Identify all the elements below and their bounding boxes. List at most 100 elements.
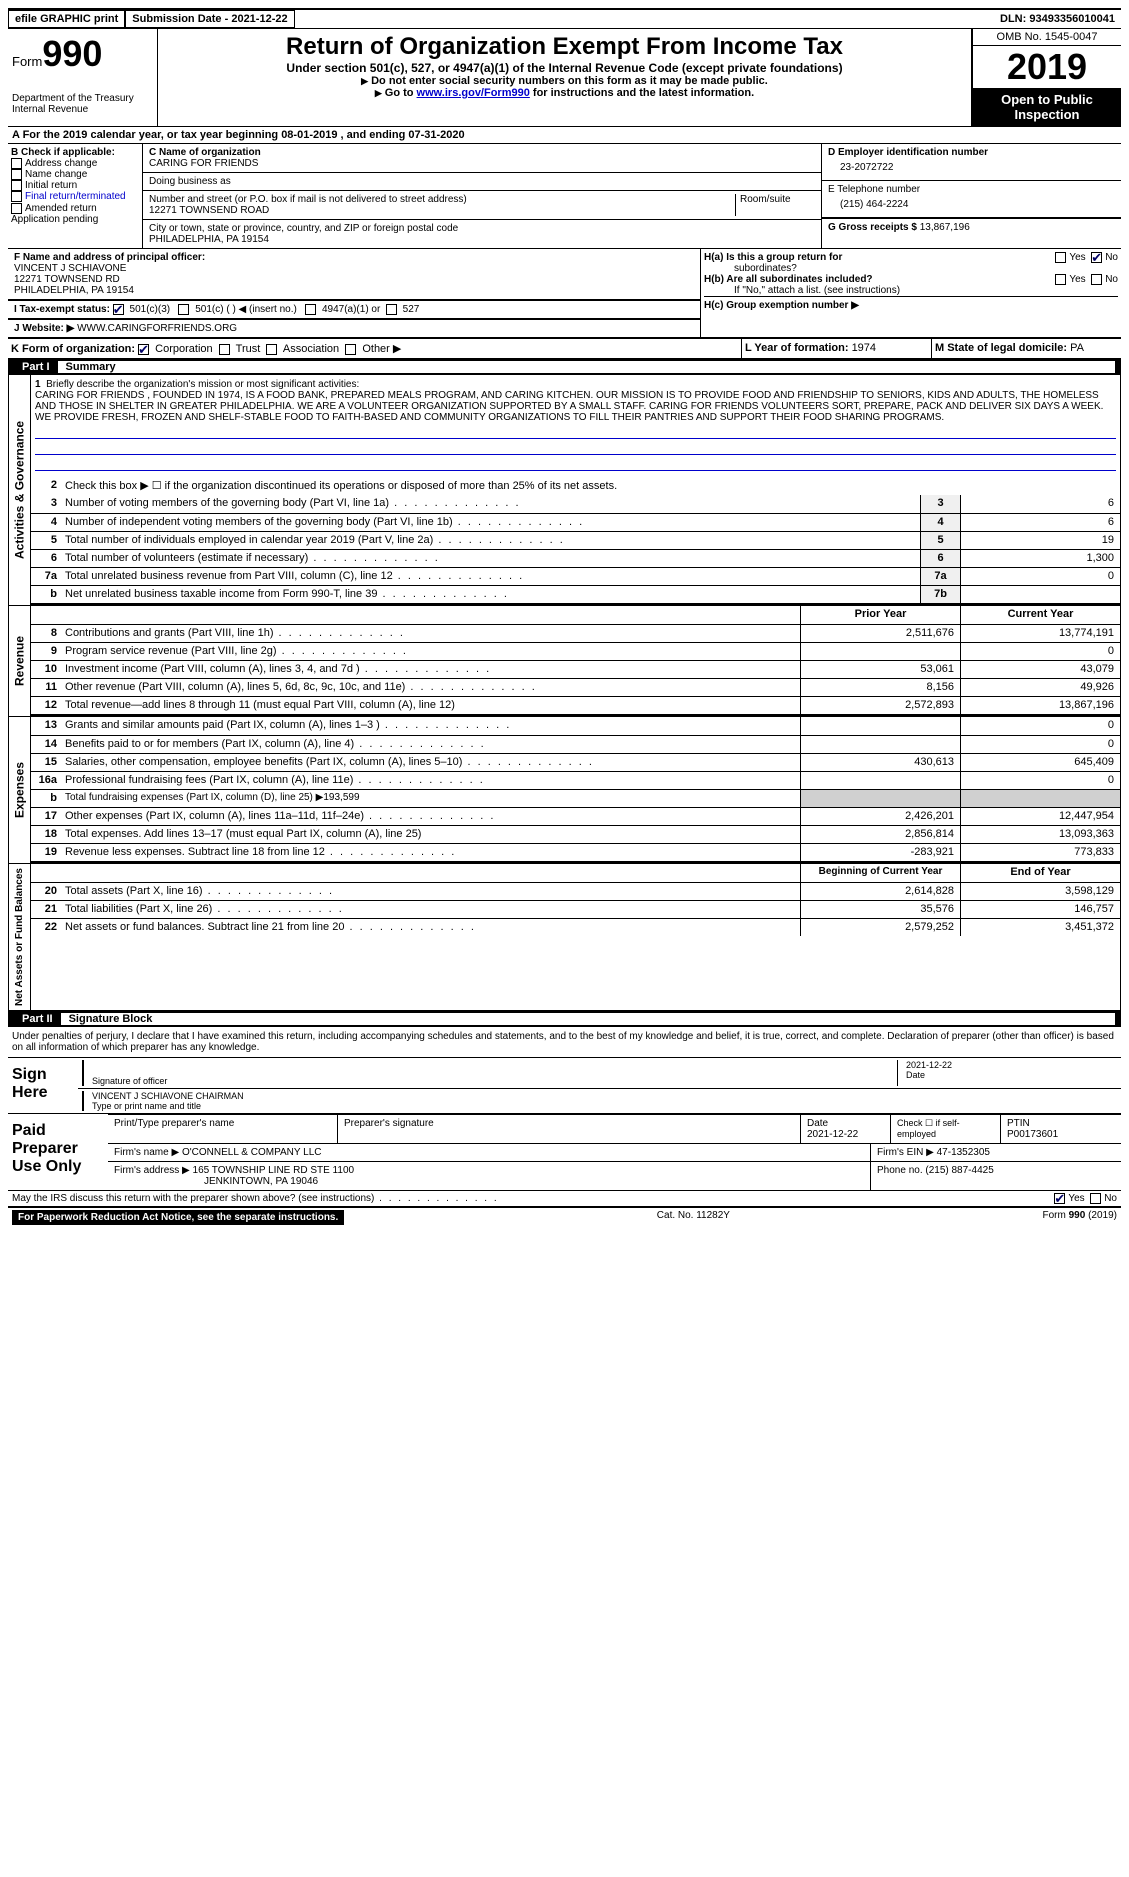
city-state-zip: PHILADELPHIA, PA 19154 bbox=[149, 234, 815, 245]
form-subtitle: Under section 501(c), 527, or 4947(a)(1)… bbox=[162, 61, 967, 75]
year-formation: 1974 bbox=[852, 342, 876, 354]
sig-date: 2021-12-22 bbox=[906, 1060, 1117, 1070]
street-label: Number and street (or P.O. box if mail i… bbox=[149, 194, 735, 205]
gross-receipts-value: 13,867,196 bbox=[920, 222, 970, 233]
dept-treasury: Department of the Treasury Internal Reve… bbox=[12, 93, 153, 115]
final-return-checkbox[interactable] bbox=[11, 191, 22, 202]
sig-date-label: Date bbox=[906, 1070, 1117, 1080]
ha-no-checkbox[interactable] bbox=[1091, 252, 1102, 263]
expenses-label: Expenses bbox=[9, 717, 31, 863]
amended-return-checkbox[interactable] bbox=[11, 203, 22, 214]
current-year-header: Current Year bbox=[960, 606, 1120, 624]
ha-yes-checkbox[interactable] bbox=[1055, 252, 1066, 263]
line-19: Revenue less expenses. Subtract line 18 … bbox=[61, 844, 800, 861]
prep-sig-label: Preparer's signature bbox=[338, 1115, 801, 1143]
line-6: Total number of volunteers (estimate if … bbox=[61, 550, 920, 567]
domicile: PA bbox=[1070, 342, 1084, 354]
val-4: 6 bbox=[960, 514, 1120, 531]
corp-checkbox[interactable] bbox=[138, 344, 149, 355]
prep-name-label: Print/Type preparer's name bbox=[108, 1115, 338, 1143]
cat-no: Cat. No. 11282Y bbox=[344, 1210, 1042, 1225]
line-14: Benefits paid to or for members (Part IX… bbox=[61, 736, 800, 753]
line-12: Total revenue—add lines 8 through 11 (mu… bbox=[61, 697, 800, 714]
assoc-checkbox[interactable] bbox=[266, 344, 277, 355]
self-employed-check: Check ☐ if self-employed bbox=[891, 1115, 1001, 1143]
line-8: Contributions and grants (Part VIII, lin… bbox=[61, 625, 800, 642]
year-formation-label: L Year of formation: bbox=[745, 342, 852, 354]
initial-return-checkbox[interactable] bbox=[11, 180, 22, 191]
phone-label: E Telephone number bbox=[828, 184, 1115, 195]
part-1-header: Part I Summary bbox=[8, 359, 1121, 375]
hb-yes-checkbox[interactable] bbox=[1055, 274, 1066, 285]
line-18: Total expenses. Add lines 13–17 (must eq… bbox=[61, 826, 800, 843]
org-name-label: C Name of organization bbox=[149, 147, 815, 158]
row-a-tax-year: A For the 2019 calendar year, or tax yea… bbox=[8, 127, 1121, 144]
paperwork-notice: For Paperwork Reduction Act Notice, see … bbox=[12, 1210, 344, 1225]
hc-label: H(c) Group exemption number ▶ bbox=[704, 296, 1118, 311]
hb-label: H(b) Are all subordinates included? Yes … bbox=[704, 274, 1118, 285]
501c3-checkbox[interactable] bbox=[113, 304, 124, 315]
tax-exempt-label: I Tax-exempt status: bbox=[14, 304, 110, 315]
perjury-declaration: Under penalties of perjury, I declare th… bbox=[8, 1027, 1121, 1057]
line-13: Grants and similar amounts paid (Part IX… bbox=[61, 717, 800, 735]
line-4: Number of independent voting members of … bbox=[61, 514, 920, 531]
4947-checkbox[interactable] bbox=[305, 304, 316, 315]
discuss-no-checkbox[interactable] bbox=[1090, 1193, 1101, 1204]
name-change-checkbox[interactable] bbox=[11, 169, 22, 180]
line-21: Total liabilities (Part X, line 26) bbox=[61, 901, 800, 918]
officer-addr2: PHILADELPHIA, PA 19154 bbox=[14, 285, 694, 296]
val-7a: 0 bbox=[960, 568, 1120, 585]
val-3: 6 bbox=[960, 495, 1120, 513]
org-name: CARING FOR FRIENDS bbox=[149, 158, 815, 169]
trust-checkbox[interactable] bbox=[219, 344, 230, 355]
hb-note: If "No," attach a list. (see instruction… bbox=[704, 285, 1118, 296]
end-year-header: End of Year bbox=[960, 864, 1120, 882]
527-checkbox[interactable] bbox=[386, 304, 397, 315]
net-assets-label: Net Assets or Fund Balances bbox=[9, 864, 31, 1010]
firm-addr2: JENKINTOWN, PA 19046 bbox=[114, 1176, 318, 1187]
line-7a: Total unrelated business revenue from Pa… bbox=[61, 568, 920, 585]
mission-text: CARING FOR FRIENDS , FOUNDED IN 1974, IS… bbox=[35, 390, 1103, 423]
efile-box: efile GRAPHIC print bbox=[8, 10, 125, 28]
ha-label: H(a) Is this a group return for Yes No bbox=[704, 252, 1118, 263]
irs-link[interactable]: www.irs.gov/Form990 bbox=[417, 87, 530, 99]
goto-note: Go to www.irs.gov/Form990 for instructio… bbox=[162, 87, 967, 99]
val-5: 19 bbox=[960, 532, 1120, 549]
form-number: 990 bbox=[42, 33, 102, 74]
open-to-public: Open to Public Inspection bbox=[973, 88, 1121, 126]
room-suite-label: Room/suite bbox=[735, 194, 815, 216]
firm-phone: (215) 887-4425 bbox=[925, 1165, 993, 1176]
firm-addr1: 165 TOWNSHIP LINE RD STE 1100 bbox=[193, 1165, 355, 1176]
dln: DLN: 93493356010041 bbox=[994, 11, 1121, 27]
hb-no-checkbox[interactable] bbox=[1091, 274, 1102, 285]
discuss-yes-checkbox[interactable] bbox=[1054, 1193, 1065, 1204]
begin-year-header: Beginning of Current Year bbox=[800, 864, 960, 882]
form-footer: Form 990 (2019) bbox=[1043, 1210, 1118, 1225]
omb-number: OMB No. 1545-0047 bbox=[973, 29, 1121, 46]
line-16b: Total fundraising expenses (Part IX, col… bbox=[61, 790, 800, 807]
tax-year: 2019 bbox=[973, 46, 1121, 88]
line-22: Net assets or fund balances. Subtract li… bbox=[61, 919, 800, 936]
ein-value: 23-2072722 bbox=[828, 158, 1115, 177]
val-7b bbox=[960, 586, 1120, 603]
other-checkbox[interactable] bbox=[345, 344, 356, 355]
line-5: Total number of individuals employed in … bbox=[61, 532, 920, 549]
line-10: Investment income (Part VIII, column (A)… bbox=[61, 661, 800, 678]
firm-name: O'CONNELL & COMPANY LLC bbox=[182, 1147, 322, 1158]
gross-receipts-label: G Gross receipts $ bbox=[828, 222, 920, 233]
prior-year-header: Prior Year bbox=[800, 606, 960, 624]
officer-addr1: 12271 TOWNSEND RD bbox=[14, 274, 694, 285]
officer-print-name: VINCENT J SCHIAVONE CHAIRMAN bbox=[92, 1091, 1117, 1101]
mission-label: Briefly describe the organization's miss… bbox=[46, 379, 359, 390]
line-17: Other expenses (Part IX, column (A), lin… bbox=[61, 808, 800, 825]
discuss-question: May the IRS discuss this return with the… bbox=[12, 1193, 1054, 1204]
activities-governance-label: Activities & Governance bbox=[9, 375, 31, 605]
line-3: Number of voting members of the governin… bbox=[61, 495, 920, 513]
501c-checkbox[interactable] bbox=[178, 304, 189, 315]
submission-date-box: Submission Date - 2021-12-22 bbox=[125, 10, 294, 28]
col-b-checkboxes: B Check if applicable: Address change Na… bbox=[8, 144, 143, 248]
prep-date: 2021-12-22 bbox=[807, 1129, 858, 1140]
address-change-checkbox[interactable] bbox=[11, 158, 22, 169]
print-name-label: Type or print name and title bbox=[92, 1101, 1117, 1111]
line-2: Check this box ▶ ☐ if the organization d… bbox=[61, 477, 1120, 495]
